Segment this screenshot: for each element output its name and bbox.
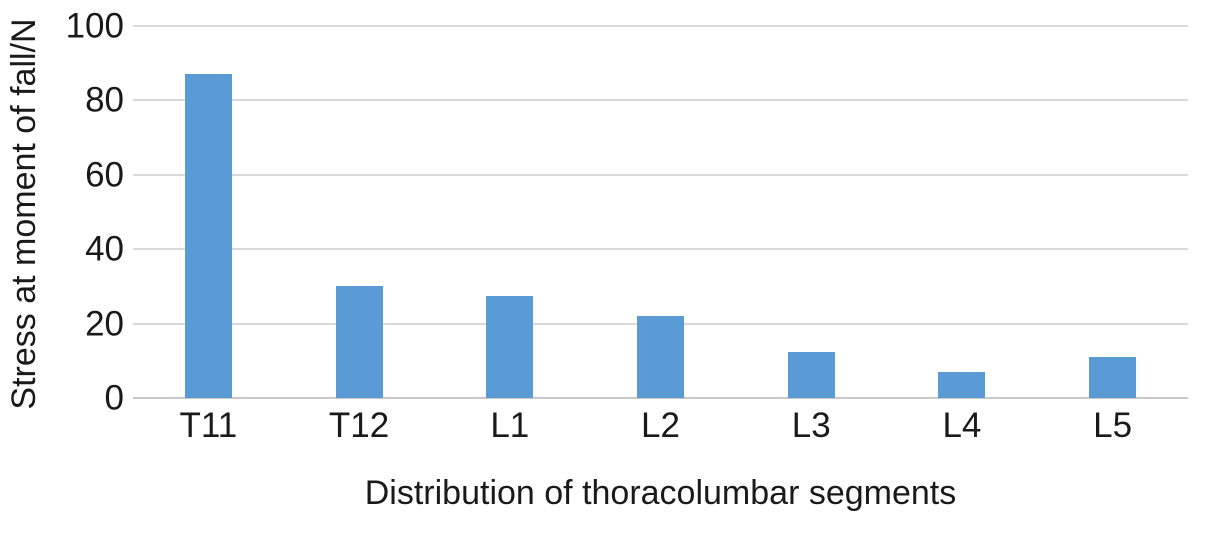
x-tick-label: L1 [490, 406, 530, 445]
y-tick-label: 20 [85, 304, 124, 344]
bar-T12 [335, 286, 383, 398]
x-tick-label: L5 [1093, 406, 1133, 445]
gridline [133, 173, 1188, 176]
bar-L4 [938, 371, 986, 398]
y-tick-label: 100 [65, 6, 124, 46]
bar-L5 [1089, 357, 1137, 398]
plot-area [133, 25, 1188, 399]
x-tick-label: T12 [328, 406, 390, 445]
y-tick-label: 80 [85, 80, 124, 120]
x-tick-label: L2 [641, 406, 680, 445]
x-axis-baseline [133, 397, 1188, 399]
y-tick-label: 60 [85, 155, 124, 195]
y-tick-label: 0 [104, 378, 124, 418]
x-tick-label: L3 [791, 406, 831, 445]
y-tick-label: 40 [85, 229, 124, 269]
x-tick-label: L4 [942, 406, 982, 445]
x-tick-label: T11 [179, 406, 238, 445]
bar-L1 [486, 295, 534, 398]
gridline [133, 99, 1188, 102]
bar-L2 [637, 316, 684, 398]
gridline [133, 248, 1188, 251]
bar-T11 [184, 74, 232, 398]
gridline [133, 25, 1188, 27]
x-axis-title: Distribution of thoracolumbar segments [364, 474, 957, 512]
y-axis-title: Stress at moment of fall/N [5, 18, 43, 410]
bar-L3 [787, 351, 835, 398]
